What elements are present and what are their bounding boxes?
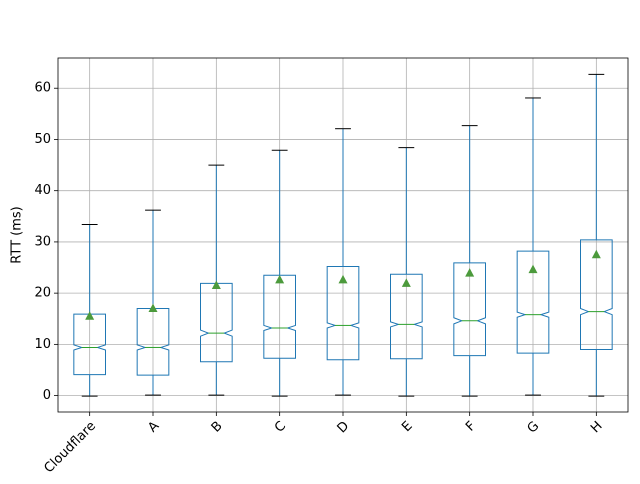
mean-marker	[148, 303, 158, 313]
x-tick-label: G	[525, 419, 543, 437]
x-tick-label: A	[145, 419, 162, 436]
x-tick-label: B	[209, 419, 226, 436]
mean-marker	[465, 268, 475, 277]
mean-marker	[401, 278, 411, 287]
mean-marker	[211, 280, 221, 289]
box	[453, 262, 486, 357]
x-tick-label: F	[463, 419, 479, 435]
mean-marker	[275, 274, 285, 284]
box	[516, 250, 550, 354]
x-tick-label: D	[335, 419, 353, 437]
x-tick-label: E	[399, 419, 415, 435]
mean-marker	[338, 274, 348, 284]
box	[73, 313, 106, 376]
y-tick-label: 40	[34, 183, 51, 198]
mean-marker	[85, 311, 95, 320]
y-tick-label: 20	[34, 286, 51, 301]
x-tick-label: H	[588, 419, 606, 437]
x-tick-label: Cloudflare	[41, 419, 99, 477]
y-axis-label: RTT (ms)	[10, 206, 25, 263]
y-tick-label: 50	[34, 132, 51, 147]
box	[580, 239, 613, 350]
box	[136, 308, 170, 376]
box	[390, 273, 423, 360]
x-tick-label: C	[272, 419, 289, 436]
box	[263, 274, 296, 359]
y-tick-label: 0	[43, 388, 51, 403]
box	[326, 266, 360, 361]
box	[200, 282, 233, 363]
y-tick-label: 30	[34, 234, 51, 249]
mean-marker	[528, 264, 538, 274]
plot-frame	[57, 57, 629, 413]
mean-marker	[591, 249, 601, 259]
y-tick-label: 60	[34, 81, 51, 96]
y-tick-label: 10	[34, 337, 51, 352]
